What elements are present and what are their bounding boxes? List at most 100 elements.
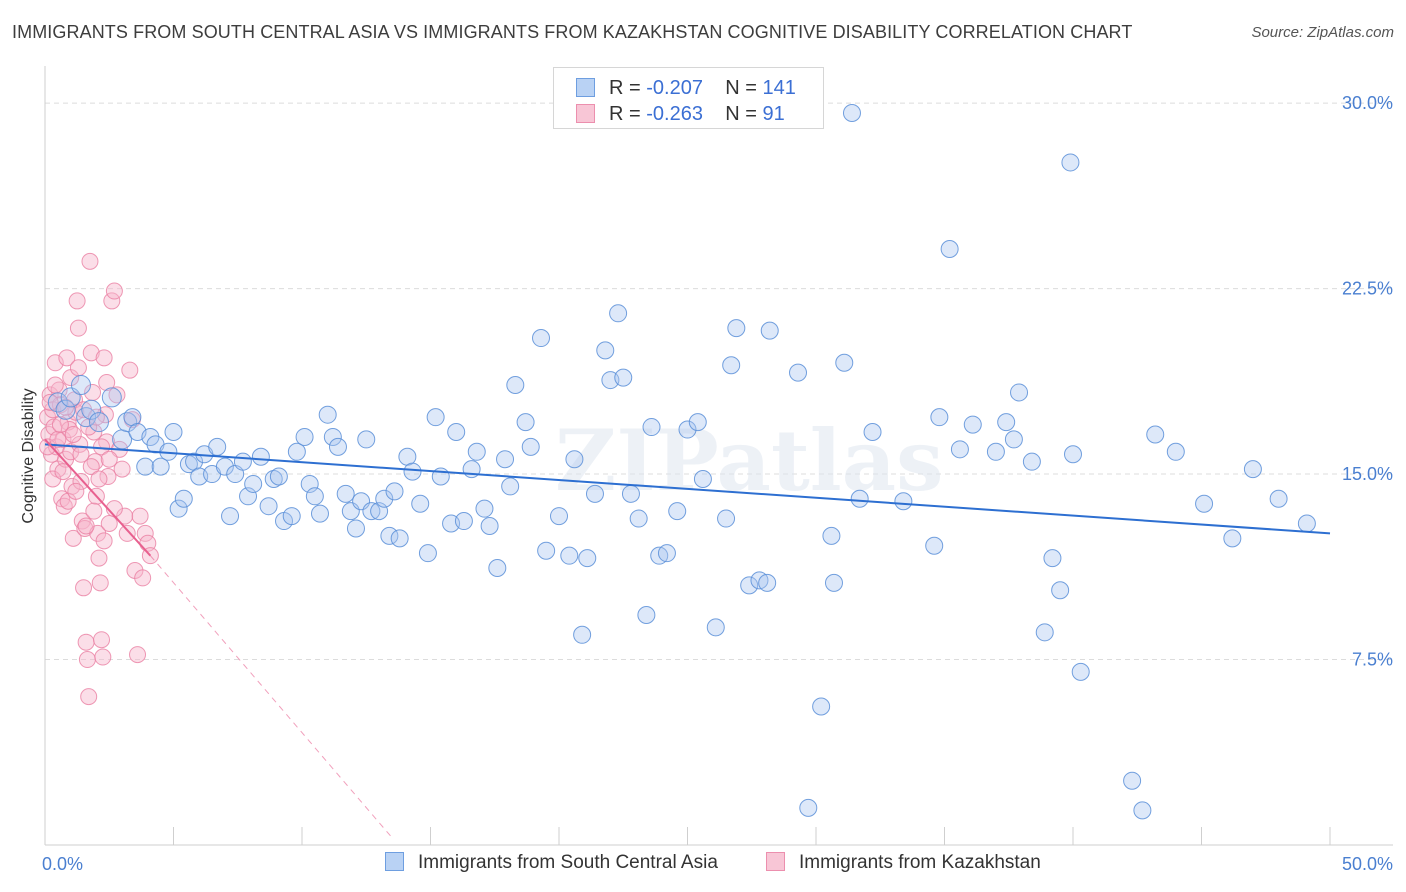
data-point [488,559,507,578]
data-point [986,442,1005,461]
data-point [98,374,116,392]
data-point [596,341,615,360]
data-point [418,544,437,563]
data-point [282,507,301,526]
data-point [179,455,198,474]
legend-r-label: R = [609,103,641,125]
data-point [678,420,697,439]
data-point [77,517,95,535]
data-point [136,457,155,476]
data-point [668,502,687,521]
data-point [789,363,808,382]
data-point [55,399,76,420]
data-point [269,467,288,486]
data-point [447,423,466,442]
trend-extension-kazakhstan [149,555,393,838]
trend-line-kazakhstan [44,438,152,557]
data-point [642,418,661,437]
data-point [1166,442,1185,461]
data-point [323,427,342,446]
data-point [1004,430,1023,449]
data-point [208,437,227,456]
data-point [95,349,113,367]
data-point [1035,623,1054,642]
data-point [64,529,82,547]
data-point [41,386,59,404]
data-point [68,292,86,310]
data-point [118,524,136,542]
data-point [760,321,779,340]
legend-swatch-pink [766,852,785,871]
data-point [925,536,944,555]
data-point [70,375,91,396]
data-point [81,252,99,270]
data-point [47,392,68,413]
data-point [621,484,640,503]
data-point [264,469,283,488]
data-point [310,504,329,523]
data-point [215,457,234,476]
data-point [318,405,337,424]
data-point [1051,581,1070,600]
data-point [80,688,98,706]
data-point [251,447,270,466]
data-point [129,646,147,664]
data-point [98,433,116,451]
legend-swatch-pink [576,104,595,123]
data-point [100,450,118,468]
data-point [362,502,381,521]
data-point [722,356,741,375]
data-point [496,450,515,469]
data-point [537,541,556,560]
y-tick-label: 30.0% [1342,93,1393,113]
data-point [62,443,80,461]
data-point [963,415,982,434]
data-point [717,509,736,528]
legend-row-pink: R = -0.263 N = 91 [576,103,785,125]
y-tick-label: 7.5% [1352,650,1393,670]
data-point [375,489,394,508]
data-point [101,387,122,408]
legend-row-blue: R = -0.207 N = 141 [576,77,796,99]
data-point [85,502,103,520]
grid-lines [45,102,1393,661]
data-point [1297,514,1316,533]
data-point [100,515,118,533]
data-point [812,697,831,716]
data-point [336,484,355,503]
data-point [565,450,584,469]
axes [44,66,1393,846]
legend-item-kazakhstan: Immigrants from Kazakhstan [766,852,1041,874]
data-point [688,413,707,432]
data-point [69,359,87,377]
data-point [357,430,376,449]
data-point [930,408,949,427]
data-point [221,507,240,526]
data-point [454,512,473,531]
data-point [390,529,409,548]
data-point [1010,383,1029,402]
data-point [90,470,108,488]
watermark: ZIPatlas [555,411,943,510]
data-point [824,573,843,592]
data-point [77,633,95,651]
data-point [480,516,499,535]
data-point [835,353,854,372]
data-point [1223,529,1242,548]
data-point [997,413,1016,432]
data-point [842,103,861,122]
legend-item-south-central-asia: Immigrants from South Central Asia [385,852,718,874]
chart-title: IMMIGRANTS FROM SOUTH CENTRAL ASIA VS IM… [12,22,1133,42]
data-point [560,546,579,565]
data-point [88,412,109,433]
data-point [85,423,103,441]
source-label: Source: ZipAtlas.com [1251,24,1394,41]
data-point [578,549,597,568]
data-point [1071,662,1090,681]
data-point [1123,771,1142,790]
data-point [693,469,712,488]
data-point [894,492,913,511]
y-axis-label: Cognitive Disability [20,388,37,523]
y-tick-label: 15.0% [1342,464,1393,484]
legend-swatch-blue [385,852,404,871]
